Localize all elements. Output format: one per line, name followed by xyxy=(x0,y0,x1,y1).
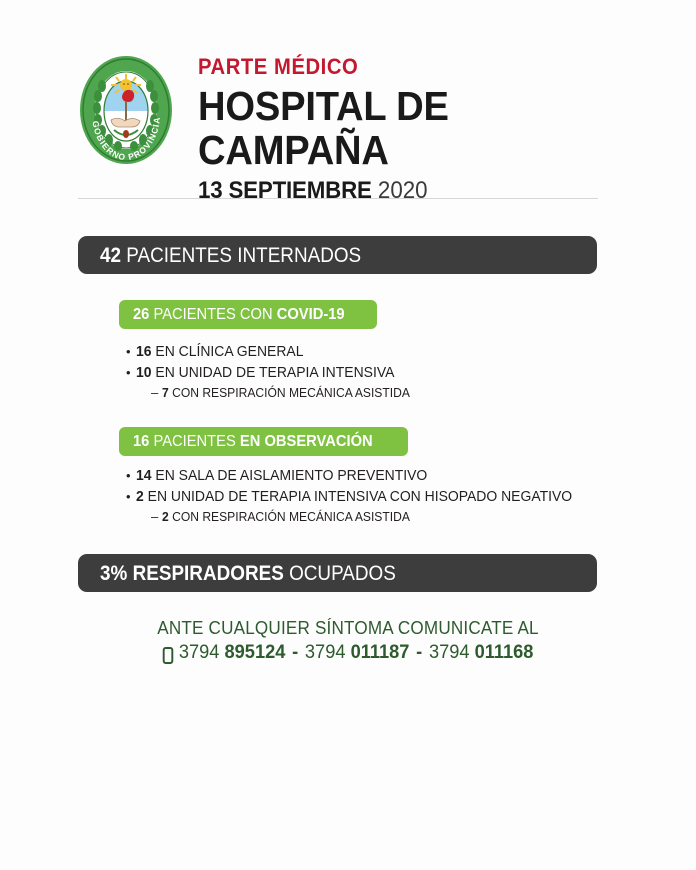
header-titles: PARTE MÉDICO HOSPITAL DE CAMPAÑA 13 SEPT… xyxy=(198,52,600,203)
phone-number-1[interactable]: 3794 895124 xyxy=(179,641,286,665)
footer-contact: ANTE CUALQUIER SÍNTOMA COMUNICATE AL 379… xyxy=(0,617,696,665)
badge-covid-label-bold: COVID-19 xyxy=(276,305,345,323)
bullet-dot-icon: • xyxy=(126,489,131,504)
sub-list-item-text: CON RESPIRACIÓN MECÁNICA ASISTIDA xyxy=(172,385,411,400)
sub-list-item: – 7 CON RESPIRACIÓN MECÁNICA ASISTIDA xyxy=(151,383,429,402)
sub-list-item-text: CON RESPIRACIÓN MECÁNICA ASISTIDA xyxy=(172,509,411,524)
list-item-count: 10 xyxy=(135,364,152,381)
summary-label: PACIENTES INTERNADOS xyxy=(126,243,362,267)
phone-separator: - xyxy=(416,642,423,663)
list-item-count: 14 xyxy=(135,467,152,484)
phone-prefix: 3794 xyxy=(304,642,346,663)
summary-bar-internados: 42 PACIENTES INTERNADOS xyxy=(78,236,597,274)
phone-digits: 011187 xyxy=(350,642,410,663)
report-date-year: 2020 xyxy=(377,176,428,204)
phone-number-2[interactable]: 3794 011187 xyxy=(305,641,410,665)
bullet-list-observacion: • 14 EN SALA DE AISLAMIENTO PREVENTIVO •… xyxy=(126,465,605,526)
badge-observacion-count: 16 xyxy=(133,432,150,450)
phone-digits: 011168 xyxy=(474,642,534,663)
list-item-count: 16 xyxy=(135,343,152,360)
sub-list-item-count: 2 xyxy=(162,509,169,524)
list-item-text: EN SALA DE AISLAMIENTO PREVENTIVO xyxy=(154,467,427,484)
respiradores-label-bold: RESPIRADORES xyxy=(132,561,284,585)
badge-covid-label: PACIENTES CON xyxy=(153,305,273,323)
list-item: • 2 EN UNIDAD DE TERAPIA INTENSIVA CON H… xyxy=(126,486,605,507)
badge-pacientes-observacion: 16 PACIENTES EN OBSERVACIÓN xyxy=(119,427,408,456)
phone-prefix: 3794 xyxy=(428,642,470,663)
list-item-text: EN UNIDAD DE TERAPIA INTENSIVA xyxy=(154,364,394,381)
phone-number-3[interactable]: 3794 011168 xyxy=(429,641,534,665)
bullet-dot-icon: • xyxy=(126,468,131,483)
poster-header: GOBIERNO PROVINCIAL PARTE MÉDICO HOSPITA… xyxy=(78,52,600,203)
report-date-day-month: 13 SEPTIEMBRE xyxy=(198,176,372,204)
bullet-dot-icon: • xyxy=(126,344,131,359)
gobierno-provincial-crest-icon: GOBIERNO PROVINCIAL xyxy=(78,54,174,166)
badge-observacion-label-bold: EN OBSERVACIÓN xyxy=(239,432,373,450)
phone-prefix: 3794 xyxy=(178,642,220,663)
dash-icon: – xyxy=(151,509,159,524)
eyebrow-parte-medico: PARTE MÉDICO xyxy=(198,54,359,79)
bullet-dot-icon: • xyxy=(126,365,131,380)
list-item: • 14 EN SALA DE AISLAMIENTO PREVENTIVO xyxy=(126,465,605,486)
badge-covid-count: 26 xyxy=(133,305,150,323)
respiradores-label: OCUPADOS xyxy=(289,561,396,585)
page-title: HOSPITAL DE CAMPAÑA xyxy=(198,83,449,174)
dash-icon: – xyxy=(151,385,159,400)
badge-pacientes-covid: 26 PACIENTES CON COVID-19 xyxy=(119,300,377,329)
bullet-list-covid: • 16 EN CLÍNICA GENERAL • 10 EN UNIDAD D… xyxy=(126,341,429,402)
badge-observacion-label: PACIENTES xyxy=(153,432,236,450)
footer-headline: ANTE CUALQUIER SÍNTOMA COMUNICATE AL xyxy=(157,618,539,638)
list-item: • 16 EN CLÍNICA GENERAL xyxy=(126,341,429,362)
list-item-count: 2 xyxy=(135,488,144,505)
summary-bar-respiradores: 3% RESPIRADORES OCUPADOS xyxy=(78,554,597,592)
summary-count: 42 xyxy=(100,243,122,267)
footer-phone-list: 3794 895124 - 3794 011187 - 3794 011168 xyxy=(14,641,682,665)
header-divider xyxy=(78,198,598,199)
mobile-phone-icon xyxy=(162,646,174,664)
phone-separator: - xyxy=(292,642,299,663)
list-item-text: EN UNIDAD DE TERAPIA INTENSIVA CON HISOP… xyxy=(147,488,572,505)
list-item: • 10 EN UNIDAD DE TERAPIA INTENSIVA xyxy=(126,362,429,383)
list-item-text: EN CLÍNICA GENERAL xyxy=(154,343,304,360)
respiradores-percent: 3% xyxy=(100,561,128,585)
phone-digits: 895124 xyxy=(224,642,286,663)
sub-list-item-count: 7 xyxy=(162,385,169,400)
sub-list-item: – 2 CON RESPIRACIÓN MECÁNICA ASISTIDA xyxy=(151,507,605,526)
